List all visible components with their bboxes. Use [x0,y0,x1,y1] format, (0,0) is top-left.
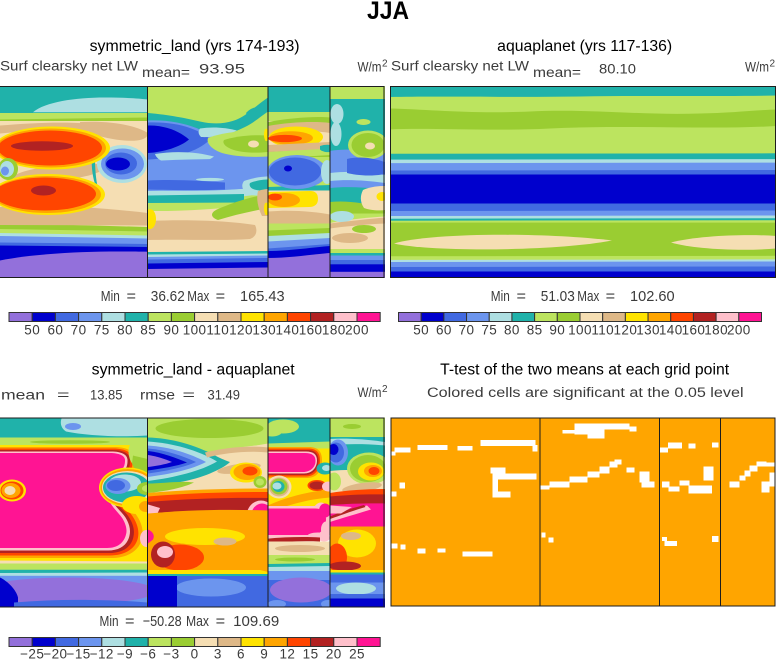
svg-text:50: 50 [413,323,429,338]
svg-text:110: 110 [206,323,229,338]
svg-text:=: = [125,613,135,630]
svg-text:−3: −3 [163,647,179,661]
svg-text:2: 2 [382,384,388,395]
svg-text:180: 180 [704,323,728,338]
svg-text:=: = [57,388,70,403]
svg-text:120: 120 [229,323,253,338]
svg-text:130: 130 [636,323,660,338]
svg-text:−20: −20 [43,647,67,661]
svg-text:JJA: JJA [367,0,409,25]
svg-text:80.10: 80.10 [599,61,636,77]
svg-text:70: 70 [459,323,475,338]
svg-text:−25: −25 [20,647,44,661]
svg-text:3: 3 [214,647,222,661]
svg-text:93.95: 93.95 [199,61,245,77]
svg-text:75: 75 [481,323,497,338]
svg-text:15: 15 [303,647,319,661]
svg-text:−15: −15 [67,647,91,661]
svg-text:W/m: W/m [745,59,769,75]
svg-text:140: 140 [659,323,683,338]
svg-text:W/m: W/m [358,59,382,75]
svg-text:0: 0 [191,647,199,661]
svg-text:2: 2 [770,59,776,70]
svg-text:Max: Max [186,613,209,630]
svg-text:T-test of the two means at eac: T-test of the two means at each grid poi… [440,362,730,379]
svg-text:Min: Min [100,613,119,630]
svg-text:165.43: 165.43 [240,288,285,305]
svg-text:160: 160 [299,323,323,338]
svg-text:−9: −9 [117,647,133,661]
svg-text:200: 200 [727,323,751,338]
svg-text:symmetric_land (yrs 174-193): symmetric_land (yrs 174-193) [90,38,300,55]
svg-text:Surf clearsky net LW: Surf clearsky net LW [391,59,529,74]
svg-text:−50.28: −50.28 [143,613,182,630]
svg-text:75: 75 [94,323,110,338]
svg-text:rmse: rmse [140,388,175,403]
svg-text:mean=: mean= [533,65,581,80]
svg-text:90: 90 [163,323,179,338]
svg-text:200: 200 [345,323,369,338]
svg-text:=: = [606,288,616,305]
svg-text:36.62: 36.62 [151,288,185,305]
svg-text:=: = [517,288,527,305]
svg-text:102.60: 102.60 [630,288,675,305]
svg-text:180: 180 [322,323,346,338]
svg-text:70: 70 [71,323,87,338]
svg-text:12: 12 [279,647,295,661]
svg-text:Colored cells are significant: Colored cells are significant at the 0.0… [427,385,744,400]
svg-text:Surf clearsky net LW: Surf clearsky net LW [0,59,138,74]
svg-text:120: 120 [614,323,638,338]
svg-text:60: 60 [436,323,452,338]
svg-text:130: 130 [252,323,276,338]
svg-text:mean=: mean= [142,65,190,80]
svg-text:Min: Min [101,288,120,305]
svg-text:mean: mean [1,388,45,403]
svg-text:W/m: W/m [358,384,382,400]
svg-text:Max: Max [187,288,209,305]
svg-text:−6: −6 [140,647,156,661]
svg-text:symmetric_land - aquaplanet: symmetric_land - aquaplanet [92,362,296,379]
svg-text:=: = [216,613,226,630]
svg-text:100: 100 [568,323,592,338]
svg-text:20: 20 [326,647,342,661]
svg-text:9: 9 [260,647,268,661]
svg-text:100: 100 [183,323,207,338]
svg-text:=: = [216,288,226,305]
svg-text:80: 80 [117,323,133,338]
svg-text:Min: Min [491,288,510,305]
svg-text:25: 25 [349,647,365,661]
svg-text:51.03: 51.03 [541,288,575,305]
svg-text:aquaplanet (yrs 117-136): aquaplanet (yrs 117-136) [497,38,672,55]
svg-text:=: = [127,288,137,305]
svg-text:90: 90 [549,323,565,338]
svg-text:2: 2 [382,59,388,70]
svg-text:Max: Max [577,288,599,305]
svg-text:6: 6 [237,647,245,661]
svg-text:−12: −12 [90,647,114,661]
svg-text:160: 160 [682,323,706,338]
svg-text:80: 80 [504,323,520,338]
svg-text:50: 50 [24,323,40,338]
svg-text:110: 110 [591,323,614,338]
svg-text:31.49: 31.49 [208,388,241,403]
svg-text:60: 60 [47,323,63,338]
svg-text:13.85: 13.85 [90,388,123,403]
svg-text:109.69: 109.69 [233,613,279,630]
svg-text:=: = [183,388,196,403]
svg-text:140: 140 [276,323,300,338]
svg-text:85: 85 [527,323,543,338]
svg-text:85: 85 [140,323,156,338]
